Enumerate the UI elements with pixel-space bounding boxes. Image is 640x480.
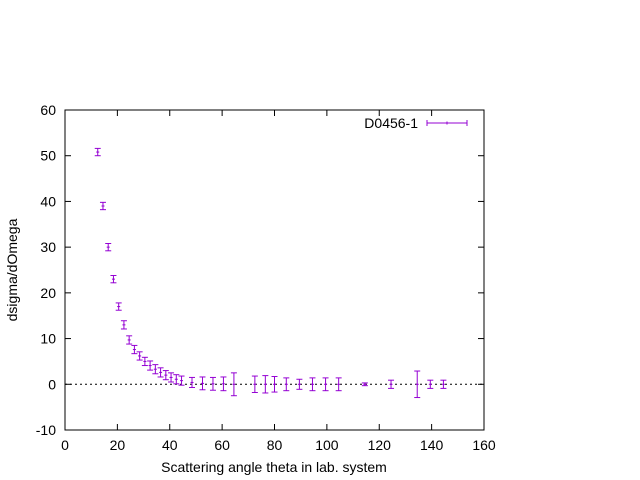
y-tick-label: 20 <box>40 285 56 301</box>
data-point <box>157 367 164 378</box>
y-axis-label: dsigma/dOmega <box>4 218 20 321</box>
legend: D0456-1 <box>364 115 468 131</box>
data-point <box>220 376 227 392</box>
legend-entry-label: D0456-1 <box>364 115 418 131</box>
x-tick-label: 20 <box>110 437 126 453</box>
data-series-layer <box>94 147 447 399</box>
plot-frame <box>64 109 485 431</box>
y-tick-label: -10 <box>36 422 56 438</box>
data-point <box>141 356 148 367</box>
data-point <box>296 378 303 390</box>
data-point <box>199 376 206 391</box>
x-tick-label: 160 <box>472 437 496 453</box>
data-point <box>271 376 278 393</box>
x-tick-label: 100 <box>315 437 339 453</box>
data-point <box>322 377 329 392</box>
data-point <box>178 375 185 386</box>
y-tick-label: 50 <box>40 148 56 164</box>
ticks-layer: 0 20 40 60 80 100 120 140 160 -10 0 10 20 30 40 50 60 <box>36 102 496 453</box>
x-axis-label: Scattering angle theta in lab. system <box>161 459 387 475</box>
data-point <box>335 377 342 392</box>
data-point <box>440 379 447 389</box>
data-point <box>230 372 237 397</box>
data-point <box>131 344 138 355</box>
data-point <box>99 201 106 211</box>
data-point <box>427 379 434 389</box>
x-tick-label: 40 <box>162 437 178 453</box>
data-point <box>361 382 368 387</box>
data-point <box>414 370 421 399</box>
data-point <box>120 320 127 330</box>
data-point <box>162 370 169 381</box>
data-point <box>388 379 395 389</box>
data-point <box>126 335 133 345</box>
data-point <box>94 147 101 157</box>
data-point <box>189 376 196 388</box>
data-point <box>105 242 112 252</box>
data-point <box>115 302 122 311</box>
data-point <box>309 377 316 392</box>
y-tick-label: 0 <box>48 376 56 392</box>
y-tick-label: 10 <box>40 331 56 347</box>
data-point <box>136 351 143 361</box>
data-point <box>147 360 154 371</box>
y-tick-label: 30 <box>40 239 56 255</box>
y-tick-label: 40 <box>40 193 56 209</box>
x-tick-label: 120 <box>368 437 392 453</box>
data-point <box>173 374 180 385</box>
x-tick-label: 140 <box>420 437 444 453</box>
data-point <box>283 377 290 392</box>
data-point <box>262 375 269 394</box>
x-tick-label: 80 <box>267 437 283 453</box>
data-point <box>168 372 175 383</box>
data-point <box>251 375 258 394</box>
data-point <box>209 376 216 391</box>
x-tick-label: 0 <box>61 437 69 453</box>
x-tick-label: 60 <box>214 437 230 453</box>
y-tick-label: 60 <box>40 102 56 118</box>
data-point <box>152 364 159 375</box>
legend-sample-errorbar <box>426 120 468 126</box>
data-point <box>110 274 117 284</box>
